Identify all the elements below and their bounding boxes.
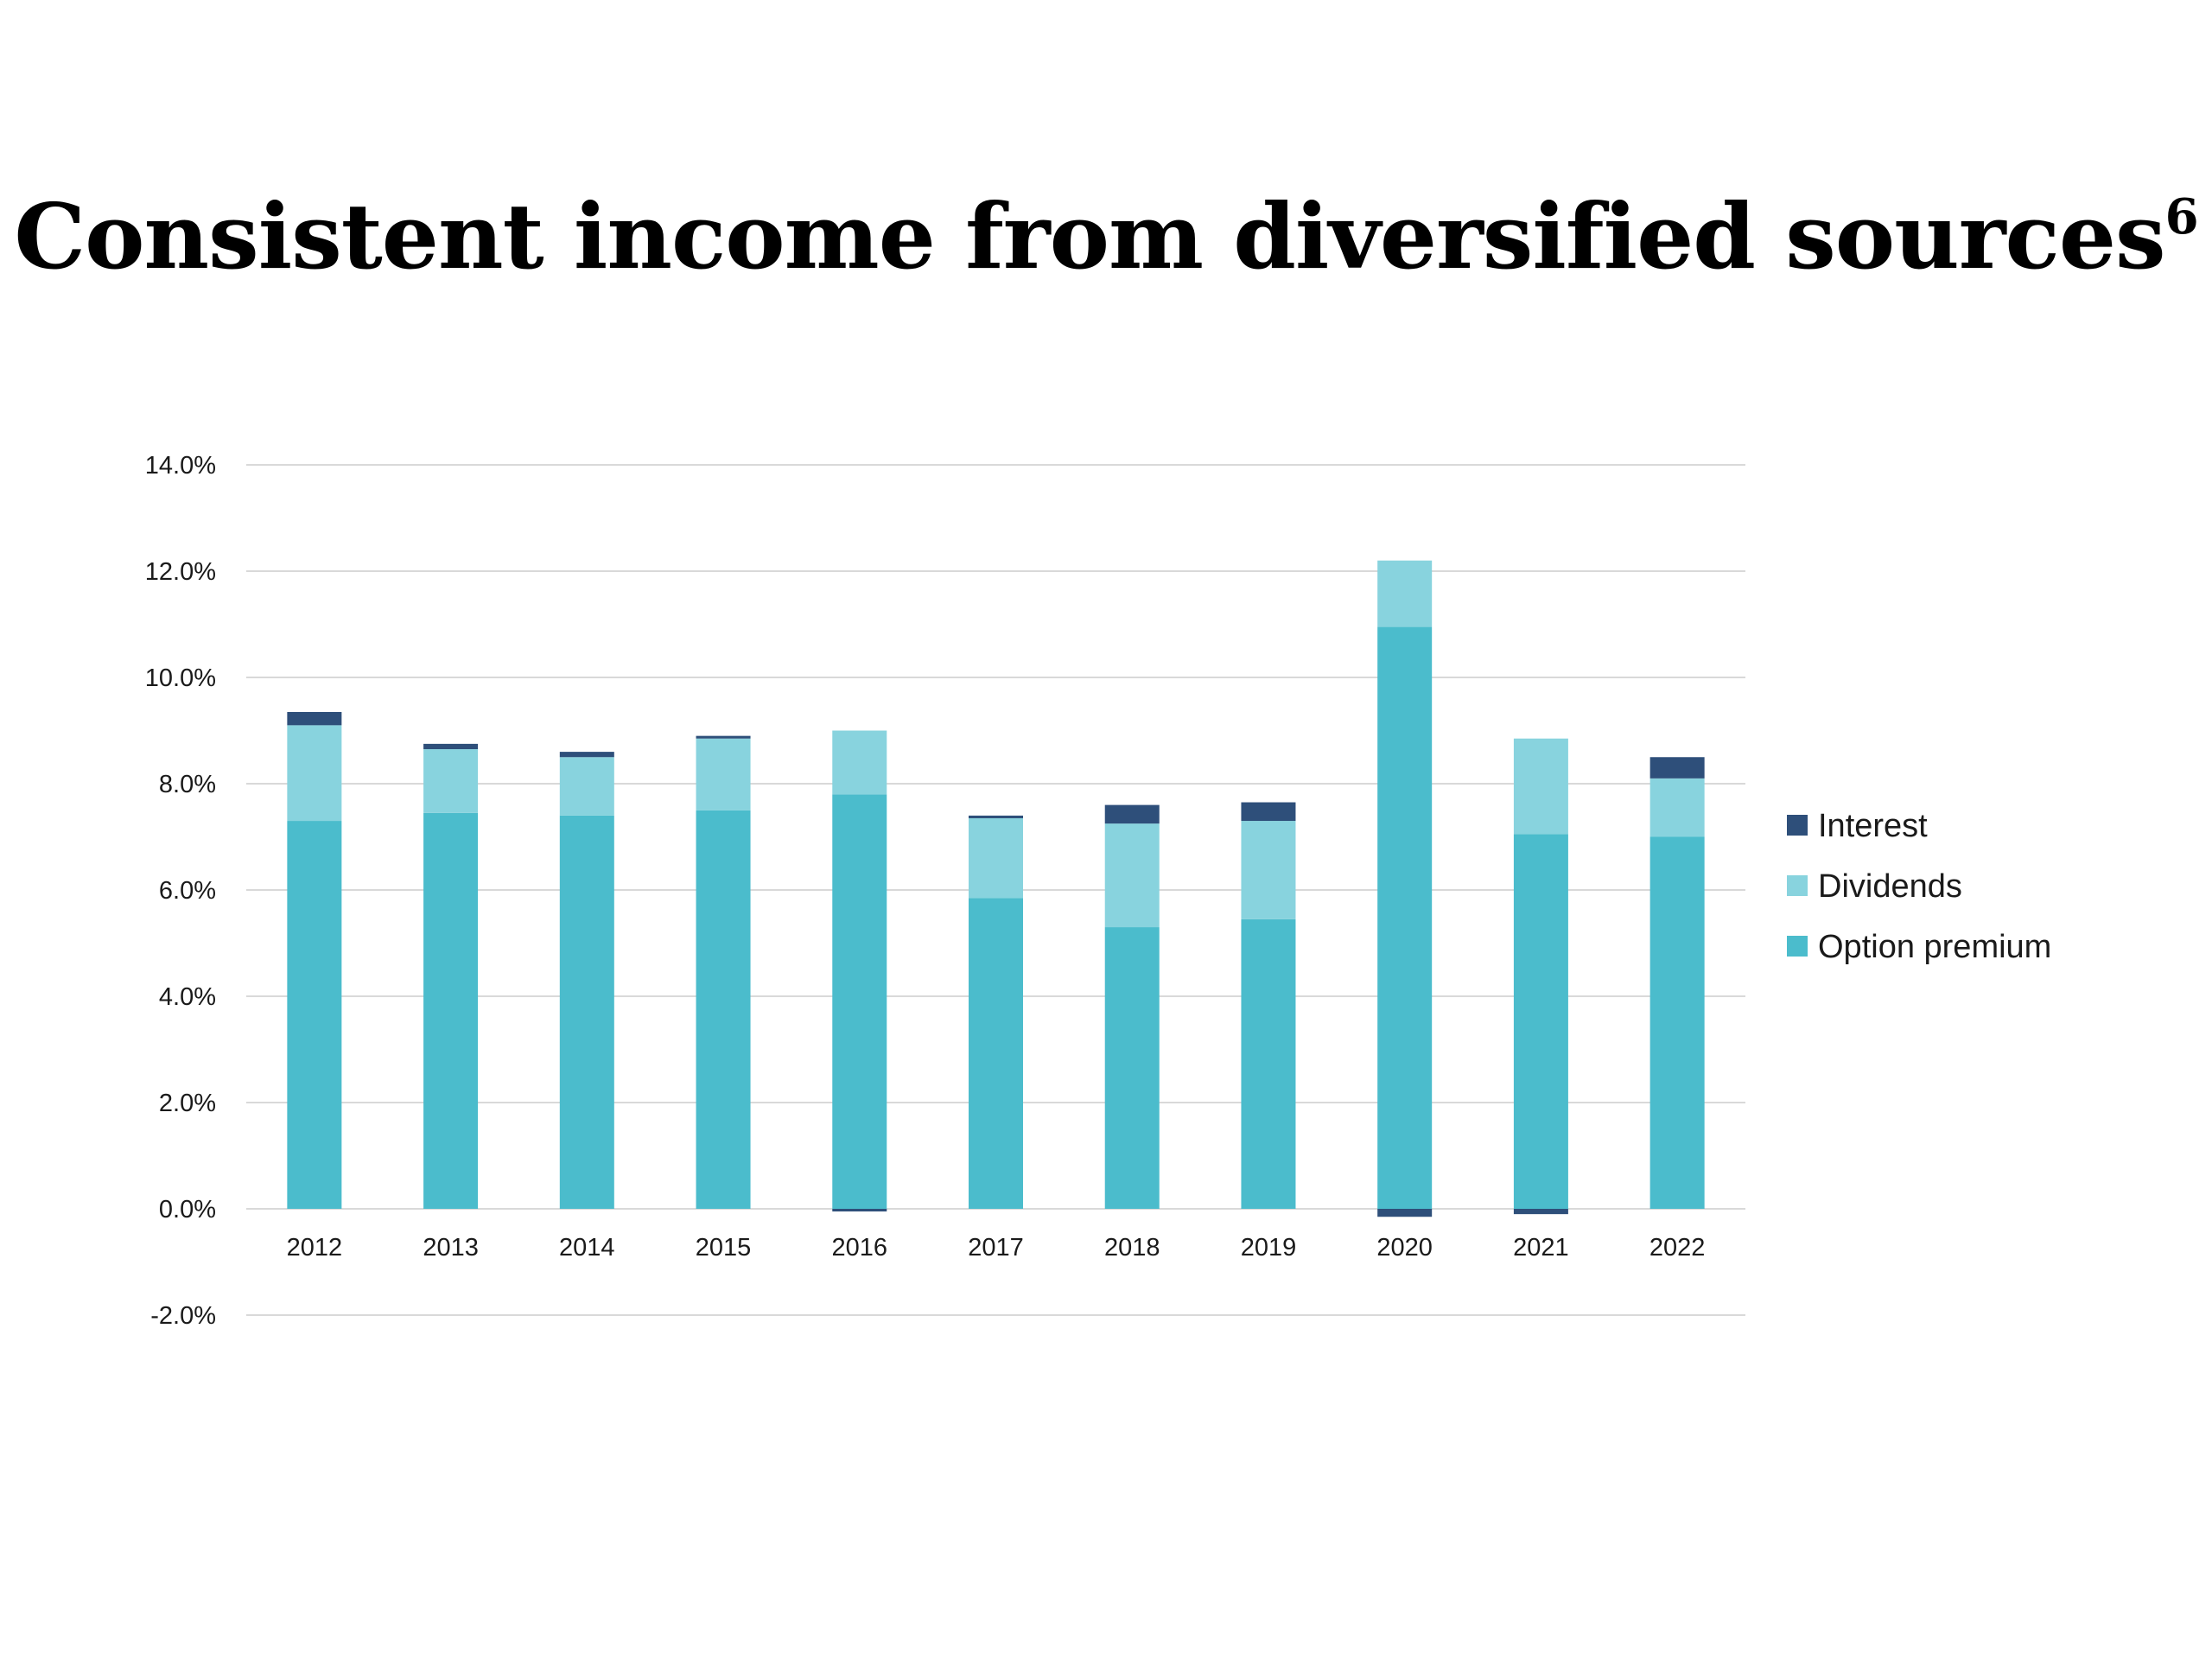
y-tick-label: -2.0% [150,1302,216,1330]
legend-label-option-premium: Option premium [1818,929,2051,965]
legend-label-dividends: Dividends [1818,868,1962,905]
legend-swatch-dividends [1787,875,1808,896]
bar-segment-option-premium-2022 [1649,836,1705,1209]
x-tick-label: 2022 [1649,1234,1706,1262]
bar-segment-interest-2019 [1241,802,1296,822]
bar-segment-dividends-2016 [832,730,887,795]
x-tick-label: 2014 [559,1234,615,1262]
x-tick-label: 2013 [423,1234,479,1262]
bar-segment-dividends-2019 [1241,821,1296,919]
chart-title: Consistent income from diversified sourc… [0,192,2212,282]
y-tick-label: 8.0% [159,771,216,798]
bar-segment-interest-2022 [1649,757,1705,779]
x-tick-label: 2019 [1241,1234,1297,1262]
bar-segment-interest-2013 [423,743,479,750]
bar-segment-option-premium-2015 [696,810,751,1209]
bar-segment-dividends-2015 [696,738,751,810]
bar-segment-option-premium-2018 [1104,927,1160,1209]
bar-segment-dividends-2014 [559,757,614,816]
y-tick-label: 14.0% [145,452,216,480]
y-axis-tick-labels: -2.0% 0.0% 2.0% 4.0% 6.0% 8.0% 10.0% 12.0% 14.0% [145,452,216,1330]
bar-segment-interest-2015 [696,735,751,739]
x-tick-label: 2021 [1513,1234,1569,1262]
x-tick-label: 2012 [287,1234,343,1262]
bar-segment-interest-2017 [969,815,1023,818]
bar-segment-option-premium-2012 [287,821,342,1209]
bar-segment-dividends-2018 [1104,823,1160,928]
bar-segment-option-premium-2020 [1377,626,1433,1209]
y-tick-label: 0.0% [159,1196,216,1224]
x-tick-label: 2017 [968,1234,1024,1262]
legend-swatch-option-premium [1787,936,1808,957]
bar-segment-dividends-2021 [1513,738,1568,835]
chart-title-text: Consistent income from diversified sourc… [14,183,2165,289]
y-tick-label: 10.0% [145,664,216,692]
y-tick-label: 4.0% [159,983,216,1011]
bar-segment-dividends-2022 [1649,778,1705,837]
x-tick-label: 2016 [832,1234,888,1262]
y-tick-label: 2.0% [159,1090,216,1117]
legend: Interest Dividends Option premium [1787,808,2051,965]
bar-segment-interest-2021 [1513,1209,1568,1215]
bar-segment-option-premium-2019 [1241,918,1296,1209]
x-tick-label: 2015 [696,1234,752,1262]
x-axis-tick-labels: 2012 2013 2014 2015 2016 2017 2018 2019 2020 2021… [287,1234,1706,1262]
bar-segment-interest-2016 [832,1209,887,1212]
bar-segment-interest-2014 [559,752,614,758]
bar-segment-option-premium-2013 [423,812,479,1209]
bar-segment-dividends-2017 [969,817,1023,899]
x-tick-label: 2018 [1104,1234,1160,1262]
y-tick-label: 12.0% [145,558,216,586]
legend-swatch-interest [1787,815,1808,836]
x-tick-label: 2020 [1376,1234,1433,1262]
bar-segment-dividends-2020 [1377,560,1433,627]
bar-segment-option-premium-2021 [1513,834,1568,1209]
bar-segment-dividends-2013 [423,749,479,813]
bar-segment-option-premium-2017 [969,898,1023,1209]
y-tick-label: 6.0% [159,877,216,905]
bars [287,560,1705,1217]
legend-label-interest: Interest [1818,808,1928,844]
bar-segment-interest-2018 [1104,804,1160,824]
bar-segment-dividends-2012 [287,725,342,822]
bar-segment-interest-2020 [1377,1209,1433,1217]
chart-title-footnote: 6 [2164,188,2199,245]
bar-segment-option-premium-2014 [559,815,614,1209]
bar-segment-option-premium-2016 [832,794,887,1209]
bar-segment-interest-2012 [287,711,342,726]
